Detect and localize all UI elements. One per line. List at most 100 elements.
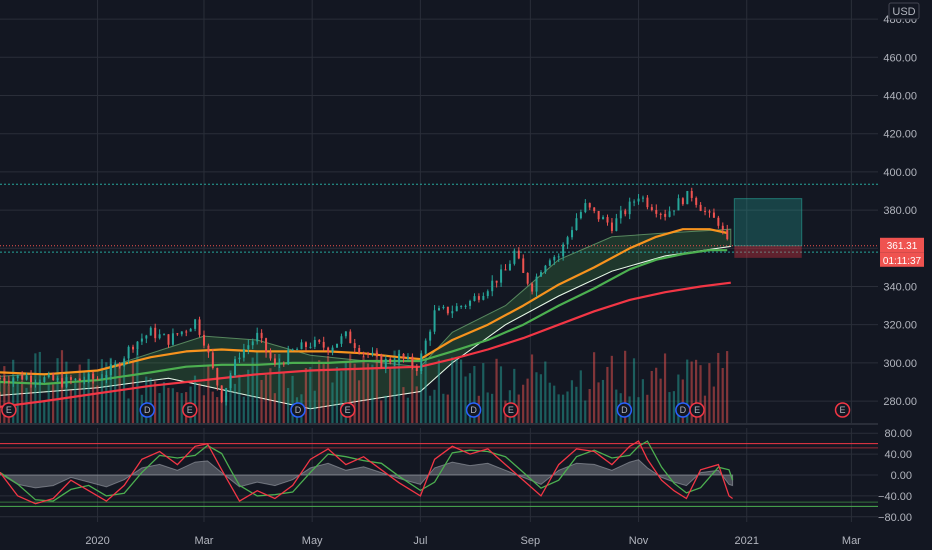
volume-bar: [655, 367, 658, 424]
price-axis[interactable]: 480.00460.00440.00420.00400.00380.00360.…: [883, 14, 917, 408]
volume-bar: [207, 365, 210, 424]
candles-layer: [0, 187, 729, 406]
event-circle: [689, 402, 705, 418]
candle-body: [690, 191, 693, 198]
volume-bar: [726, 351, 729, 424]
volume-bar: [415, 386, 418, 424]
volume-bar: [606, 366, 609, 424]
event-label: E: [6, 405, 12, 415]
candle-body: [557, 256, 560, 258]
time-tick-label: Mar: [195, 535, 214, 547]
volume-bar: [446, 394, 449, 424]
moving-average-layer: [0, 228, 731, 408]
candle-body: [145, 335, 148, 339]
volume-bar: [548, 382, 551, 424]
candle-body: [446, 306, 449, 314]
volume-bar: [87, 358, 90, 424]
candle-body: [593, 207, 596, 211]
volume-bar: [464, 376, 467, 424]
candle-body: [371, 352, 374, 355]
volume-bar: [694, 359, 698, 424]
position-box-layer[interactable]: [733, 198, 803, 258]
volume-bar: [597, 382, 600, 424]
oscillator-axis[interactable]: 80.00 40.00 0.00 −40.00 −80.00: [878, 428, 912, 524]
candle-body: [522, 258, 525, 273]
candle-body: [198, 319, 201, 335]
event-circle: [1, 402, 17, 418]
candle-body: [695, 197, 698, 205]
volume-bar: [38, 351, 41, 424]
volume-bar: [522, 384, 525, 424]
candle-body: [495, 280, 498, 283]
candle-body: [619, 210, 622, 219]
volume-bar: [202, 395, 205, 424]
candle-body: [429, 331, 432, 341]
candle-body: [30, 375, 33, 383]
candle-body: [571, 230, 574, 238]
volume-bar: [282, 373, 285, 424]
volume-bar: [491, 393, 494, 424]
candle-body: [726, 230, 729, 240]
volume-bar: [340, 371, 343, 424]
candle-body: [677, 198, 680, 211]
last-price-tag: [880, 237, 924, 253]
time-tick-label: Sep: [521, 535, 541, 547]
volume-bar: [78, 364, 81, 424]
candle-body: [149, 327, 152, 336]
candle-body: [420, 353, 423, 372]
volume-bar: [513, 368, 516, 424]
volume-bar: [304, 368, 307, 424]
event-marker: E: [689, 402, 705, 418]
volume-bar: [313, 390, 316, 424]
event-label: E: [345, 405, 351, 415]
volume-bar: [100, 359, 103, 424]
candle-body: [482, 295, 485, 300]
volume-bar: [411, 360, 414, 424]
volume-bar: [83, 372, 86, 424]
currency-label[interactable]: USD: [888, 2, 920, 20]
candle-body: [433, 310, 436, 332]
event-marker: D: [675, 402, 691, 418]
candle-body: [442, 306, 445, 309]
oscillator-k-line: [0, 440, 733, 505]
price-tick-label: 300.00: [883, 358, 917, 370]
candle-body: [579, 212, 582, 219]
candle-body: [704, 210, 707, 212]
candle-body: [220, 385, 223, 403]
volume-bar: [433, 389, 436, 424]
event-label: E: [508, 405, 514, 415]
volume-bar: [601, 379, 605, 424]
price-tick-label: 420.00: [883, 129, 917, 141]
event-label: D: [295, 405, 302, 415]
volume-bar: [96, 385, 99, 424]
candle-body: [637, 198, 640, 202]
candle-body: [584, 203, 587, 213]
volume-bar: [273, 393, 276, 424]
candle-body: [269, 352, 272, 359]
volume-bar: [566, 391, 569, 424]
event-marker: E: [1, 402, 17, 418]
candle-body: [140, 338, 143, 342]
volume-bar: [162, 382, 166, 424]
volume-bar: [637, 397, 640, 424]
volume-bar: [530, 354, 534, 424]
event-marker: E: [339, 402, 356, 418]
time-axis[interactable]: 2020 Mar May Jul Sep Nov 2021 Mar: [85, 535, 861, 547]
event-marker: D: [616, 402, 633, 418]
volume-bar: [193, 375, 197, 424]
candle-body: [566, 237, 569, 245]
candle-body: [646, 197, 649, 208]
volume-bar: [703, 395, 707, 424]
oscillator-d-line: [0, 440, 734, 502]
event-marker: E: [834, 402, 851, 418]
candle-body: [56, 378, 59, 381]
volume-bar: [180, 393, 183, 424]
volume-bar: [198, 383, 201, 424]
candle-body: [460, 306, 463, 308]
volume-bar: [154, 381, 157, 424]
time-tick-label: 2020: [85, 535, 109, 547]
oscillator-layer: [0, 440, 878, 507]
volume-bar: [646, 394, 649, 424]
volume-bar: [331, 382, 334, 424]
